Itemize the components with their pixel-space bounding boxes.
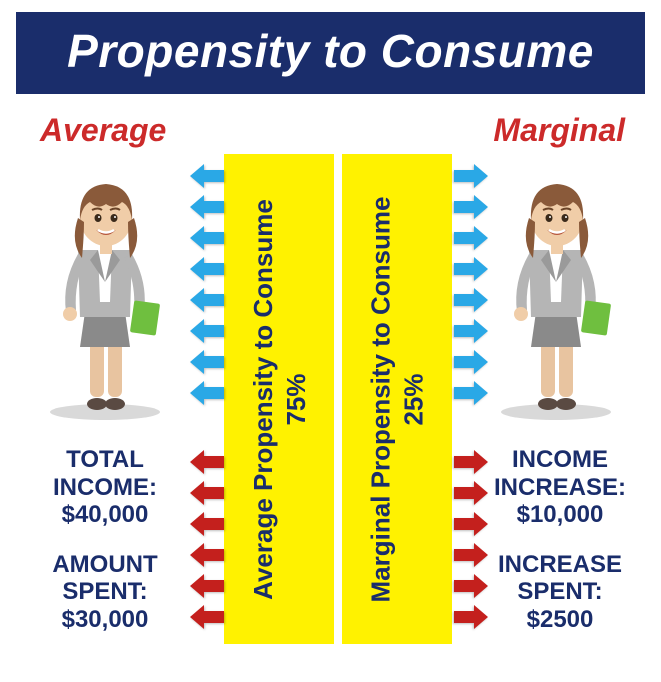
arrow-icon	[190, 255, 224, 283]
arrow-icon	[190, 286, 224, 314]
arrow-icon	[190, 541, 224, 569]
heading-marginal: Marginal	[493, 112, 625, 149]
arrow-icon	[454, 224, 488, 252]
arrow-icon	[454, 255, 488, 283]
woman-figure-right	[481, 162, 631, 422]
pillar-a-line1: Average Propensity to Consume	[248, 199, 278, 600]
pillar-a-line2: 75%	[280, 373, 310, 425]
stat-l1-value: $40,000	[20, 501, 190, 529]
stat-increase-spent: INCREASE SPENT: $2500	[475, 551, 645, 634]
stats-left: TOTAL INCOME: $40,000 AMOUNT SPENT: $30,…	[20, 446, 190, 656]
stat-r2-label2: SPENT:	[475, 578, 645, 606]
stat-l1-label2: INCOME:	[20, 474, 190, 502]
arrow-icon	[190, 193, 224, 221]
pillar-average: Average Propensity to Consume 75%	[224, 154, 334, 644]
stat-income-increase: INCOME INCREASE: $10,000	[475, 446, 645, 529]
arrow-icon	[454, 379, 488, 407]
arrow-icon	[190, 448, 224, 476]
title-bar: Propensity to Consume	[16, 12, 645, 94]
arrow-icon	[190, 479, 224, 507]
stat-r2-label1: INCREASE	[475, 551, 645, 579]
arrow-icon	[454, 286, 488, 314]
arrow-icon	[454, 317, 488, 345]
arrow-icon	[190, 348, 224, 376]
stat-l1-label1: TOTAL	[20, 446, 190, 474]
arrow-icon	[190, 224, 224, 252]
arrow-icon	[190, 162, 224, 190]
arrow-icon	[190, 510, 224, 538]
pillar-marginal: Marginal Propensity to Consume 25%	[342, 154, 452, 644]
stat-l2-label1: AMOUNT	[20, 551, 190, 579]
stat-total-income: TOTAL INCOME: $40,000	[20, 446, 190, 529]
arrow-icon	[190, 572, 224, 600]
stat-r1-value: $10,000	[475, 501, 645, 529]
stat-r1-label1: INCOME	[475, 446, 645, 474]
pillar-marginal-text: Marginal Propensity to Consume 25%	[365, 196, 430, 602]
stat-amount-spent: AMOUNT SPENT: $30,000	[20, 551, 190, 634]
stats-right: INCOME INCREASE: $10,000 INCREASE SPENT:…	[475, 446, 645, 656]
arrows-right-blue	[454, 162, 488, 407]
title-text: Propensity to Consume	[67, 25, 594, 77]
pillar-average-text: Average Propensity to Consume 75%	[247, 199, 312, 600]
heading-average: Average	[40, 112, 166, 149]
arrow-icon	[454, 162, 488, 190]
arrow-icon	[190, 603, 224, 631]
arrow-icon	[454, 348, 488, 376]
content-area: Average Marginal	[0, 112, 661, 672]
arrow-icon	[454, 193, 488, 221]
woman-figure-left	[30, 162, 180, 422]
pillar-b-line2: 25%	[398, 373, 428, 425]
stat-l2-value: $30,000	[20, 606, 190, 634]
arrow-icon	[190, 317, 224, 345]
stat-l2-label2: SPENT:	[20, 578, 190, 606]
stat-r1-label2: INCREASE:	[475, 474, 645, 502]
arrows-left-red	[190, 448, 224, 631]
stat-r2-value: $2500	[475, 606, 645, 634]
arrows-left-blue	[190, 162, 224, 407]
arrow-icon	[190, 379, 224, 407]
pillar-b-line1: Marginal Propensity to Consume	[366, 196, 396, 602]
